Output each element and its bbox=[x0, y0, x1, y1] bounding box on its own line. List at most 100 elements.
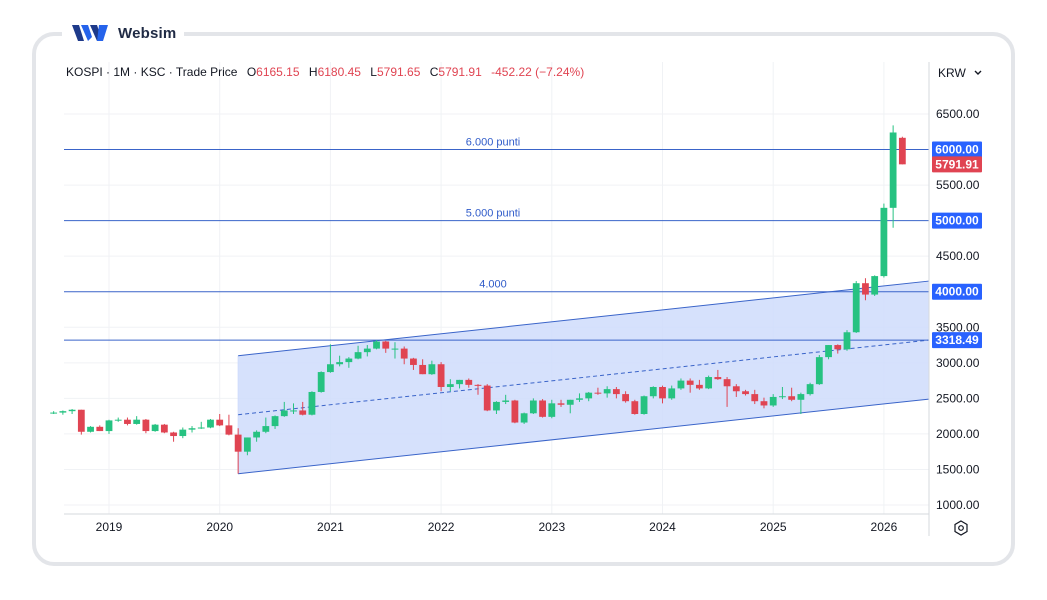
candle-body bbox=[373, 341, 380, 349]
candle-body bbox=[142, 419, 150, 432]
legend-close-value: 5791.91 bbox=[438, 65, 482, 79]
y-tick-label: 6500.00 bbox=[936, 107, 980, 121]
y-tick-label: 4500.00 bbox=[936, 249, 980, 263]
candle-body bbox=[400, 348, 408, 359]
level-badge-bg bbox=[932, 332, 982, 349]
candle-body bbox=[668, 388, 676, 399]
legend-interval[interactable]: 1M bbox=[113, 65, 131, 79]
x-tick-label: 2024 bbox=[649, 520, 676, 534]
candle-body bbox=[160, 424, 168, 433]
brand: Websim bbox=[62, 18, 185, 48]
candle-body bbox=[612, 389, 620, 395]
y-tick-label: 3000.00 bbox=[936, 356, 980, 370]
legend-open-value: 6165.15 bbox=[256, 65, 300, 79]
candle-body bbox=[576, 398, 583, 400]
candle-body bbox=[299, 410, 307, 415]
candle-body bbox=[253, 431, 260, 438]
candle-body bbox=[428, 364, 436, 375]
candle-body bbox=[391, 348, 399, 350]
candle-body bbox=[197, 427, 205, 429]
brand-name: Websim bbox=[118, 24, 177, 42]
channel-middle-line bbox=[238, 339, 930, 416]
legend-symbol[interactable]: KOSPI bbox=[66, 65, 103, 79]
candle-body bbox=[280, 410, 288, 417]
x-tick-label: 2020 bbox=[206, 520, 233, 534]
channel-lower-line bbox=[238, 398, 930, 475]
y-tick-label: 2500.00 bbox=[936, 391, 980, 405]
candle-body bbox=[631, 401, 639, 415]
candle-body bbox=[77, 409, 85, 432]
candle-body bbox=[410, 358, 417, 365]
candle-body bbox=[732, 386, 740, 392]
candle-body bbox=[529, 400, 537, 414]
candle-body bbox=[262, 426, 270, 432]
candle-body bbox=[696, 384, 703, 389]
candle-body bbox=[649, 386, 657, 397]
candle-body bbox=[493, 401, 500, 411]
candle-body bbox=[843, 332, 851, 350]
x-tick-label: 2026 bbox=[871, 520, 898, 534]
candle-body bbox=[677, 380, 685, 389]
y-tick-label: 1500.00 bbox=[936, 462, 980, 476]
candle-body bbox=[797, 394, 805, 400]
candle-body bbox=[852, 283, 860, 333]
currency-selector[interactable]: KRW bbox=[938, 66, 982, 80]
channel-upper-line bbox=[238, 280, 930, 357]
level-label: 4.000 bbox=[479, 279, 507, 291]
level-label: 5.000 punti bbox=[466, 208, 520, 220]
level-badge-bg bbox=[932, 283, 982, 300]
candle-body bbox=[548, 403, 556, 417]
candle-body bbox=[557, 403, 565, 405]
candle-body bbox=[520, 413, 528, 423]
candle-body bbox=[742, 391, 749, 395]
candle-body bbox=[474, 384, 482, 386]
candle-body bbox=[317, 372, 325, 392]
candle-body bbox=[59, 411, 67, 413]
candle-body bbox=[234, 434, 242, 452]
last-price-badge-bg bbox=[932, 156, 982, 173]
candle-body bbox=[751, 394, 759, 402]
candle-body bbox=[188, 428, 196, 430]
candle-body bbox=[363, 348, 371, 353]
candle-body bbox=[640, 396, 648, 415]
candle-body bbox=[871, 276, 879, 295]
candle-body bbox=[779, 396, 786, 398]
legend-high-value: 6180.45 bbox=[317, 65, 361, 79]
candle-body bbox=[290, 410, 297, 412]
candle-body bbox=[336, 362, 344, 365]
channel-fill bbox=[238, 281, 929, 474]
y-tick-label: 1000.00 bbox=[936, 498, 980, 512]
candle-body bbox=[105, 420, 113, 432]
candle-body bbox=[437, 364, 445, 387]
candle-body bbox=[511, 400, 519, 423]
candle-body bbox=[566, 399, 574, 405]
candle-body bbox=[50, 412, 58, 414]
candle-body bbox=[216, 419, 224, 426]
candle-body bbox=[539, 400, 546, 417]
legend-low-value: 5791.65 bbox=[376, 65, 421, 79]
chevron-down-icon bbox=[974, 70, 982, 75]
y-tick-label: 2000.00 bbox=[936, 427, 980, 441]
candle-body bbox=[170, 432, 177, 437]
level-badge: 6000.00 bbox=[935, 143, 979, 157]
candle-body bbox=[834, 345, 842, 350]
gear-icon[interactable] bbox=[953, 520, 969, 536]
candle-body bbox=[87, 426, 94, 432]
candle-body bbox=[705, 377, 713, 389]
legend-change-pct: (−7.24%) bbox=[535, 65, 585, 79]
x-tick-label: 2023 bbox=[538, 520, 565, 534]
candle-body bbox=[659, 386, 666, 399]
candle-body bbox=[345, 358, 353, 363]
candle-body bbox=[446, 384, 454, 387]
candle-body bbox=[151, 424, 159, 432]
websim-logo-icon bbox=[72, 25, 108, 41]
candle-body bbox=[68, 409, 76, 412]
candle-body bbox=[124, 419, 131, 424]
candle-body bbox=[96, 426, 104, 432]
level-badge-bg bbox=[932, 212, 982, 229]
candle-body bbox=[825, 345, 832, 358]
legend-exchange: KSC bbox=[140, 65, 166, 79]
candle-body bbox=[465, 379, 473, 385]
candle-body bbox=[382, 341, 390, 349]
